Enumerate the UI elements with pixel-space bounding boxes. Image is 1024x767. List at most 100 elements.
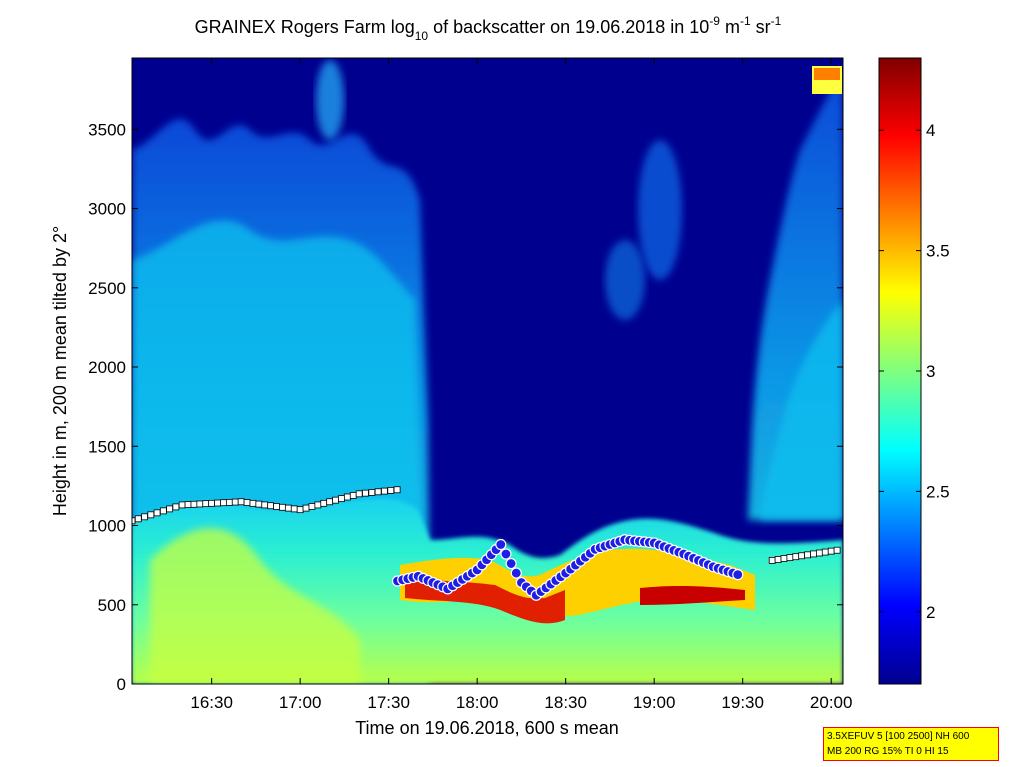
layer-top-marker [273,503,280,510]
layer-top-marker [255,500,263,508]
layer-top-marker [178,501,186,509]
layer-top-marker [810,550,817,558]
mixing-layer-height-marker [505,557,517,570]
colorbar-tick-label: 3 [926,362,935,381]
layer-top-marker [792,553,800,561]
high-backscatter-red [640,585,745,605]
layer-top-marker [393,486,401,494]
x-tick-label: 20:00 [810,693,853,712]
layer-top-marker [225,498,233,506]
layer-top-marker [284,504,292,512]
x-tick-label: 16:30 [190,693,233,712]
cloud-patch [316,60,344,140]
x-tick-label: 18:30 [544,693,587,712]
y-tick-label: 1000 [88,517,126,536]
layer-top-marker [220,499,227,507]
y-tick-label: 2500 [88,279,126,298]
layer-top-marker [147,511,155,519]
upper-cloud [814,68,840,80]
info-line: 3.5XEFUV 5 [100 2500] NH 600 [827,731,970,742]
layer-top-marker [308,503,316,510]
cloud-patch [638,140,682,280]
layer-top-marker [261,501,269,509]
cloud-patch [605,240,645,320]
layer-top-marker [343,493,351,501]
mixing-layer-height-markers [391,534,744,601]
layer-top-marker [332,496,339,504]
layer-top-marker [774,556,782,563]
processing-info-box: 3.5XEFUV 5 [100 2500] NH 600 MB 200 RG 1… [823,727,999,761]
colorbar [878,57,922,685]
layer-top-marker [267,502,275,510]
mixing-layer-height-marker [500,548,512,560]
layer-top-marker [231,498,239,506]
y-tick-label: 1500 [88,437,126,456]
layer-top-marker [141,513,148,521]
layer-top-marker [355,490,363,498]
layer-top-marker [387,487,395,494]
layer-top-marker [196,500,204,508]
layer-top-marker [381,487,388,495]
layer-top-marker [374,488,382,496]
layer-top-marker [798,552,806,560]
plot-frame [131,57,844,685]
y-axis: 0 500 1000 1500 2000 2500 3000 3500 [88,120,843,694]
x-axis: 16:30 17:00 17:30 18:00 18:30 19:00 19:30 20:00 [190,58,852,712]
haze-right [748,70,843,684]
y-tick-label: 0 [117,675,126,694]
haze-right-inner [760,300,843,684]
x-tick-label: 18:00 [456,693,499,712]
x-tick-label: 19:00 [633,693,676,712]
x-tick-label: 19:30 [721,693,764,712]
layer-top-marker [827,547,835,555]
layer-top-marker [249,499,257,507]
layer-top-marker [314,501,322,509]
y-tick-label: 500 [98,596,126,615]
colorbar-tick-label: 4 [926,121,935,140]
layer-top-markers [132,486,841,564]
mixing-layer-height-marker [495,538,507,551]
layer-top-marker [134,515,142,523]
layer-top-marker [326,498,334,506]
layer-top-marker [208,499,216,507]
colorbar-tick-label: 2.5 [926,482,950,501]
layer-top-marker [368,489,376,496]
y-tick-label: 2000 [88,358,126,377]
layer-top-marker [214,499,221,507]
plot-area [132,58,843,684]
layer-top-marker [290,505,298,513]
layer-top-marker [786,554,794,562]
layer-top-marker [172,503,180,511]
layer-top-marker [202,500,210,508]
layer-top-marker [362,489,369,497]
layer-top-marker [279,503,286,511]
x-axis-label: Time on 19.06.2018, 600 s mean [355,718,619,738]
layer-top-marker [815,549,823,557]
boundary-layer-core [150,528,360,684]
x-tick-label: 17:30 [367,693,410,712]
layer-top-marker [184,501,192,508]
layer-top-marker [804,551,811,559]
y-tick-label: 3000 [88,200,126,219]
layer-top-marker [159,507,167,515]
layer-top-marker [833,546,841,554]
y-tick-label: 3500 [88,120,126,139]
layer-top-marker [296,506,304,514]
colorbar-ticks: 2 2.5 3 3.5 4 [879,121,950,622]
layer-top-marker [320,499,328,507]
layer-top-marker [338,495,345,502]
layer-top-marker [237,498,245,506]
layer-top-marker [349,492,357,499]
layer-top-marker [166,505,174,513]
layer-top-marker [243,499,251,506]
y-axis-label: Height in m, 200 m mean tilted by 2° [50,226,70,516]
mixing-layer-height-marker [510,567,522,579]
layer-top-marker [153,509,161,517]
chart-title: GRAINEX Rogers Farm log10 of backscatter… [195,14,782,43]
layer-top-marker [302,504,310,512]
layer-top-marker [780,555,788,562]
info-line: MB 200 RG 15% TI 0 HI 15 [827,746,949,757]
layer-top-marker [190,500,198,508]
colorbar-tick-label: 2 [926,603,935,622]
